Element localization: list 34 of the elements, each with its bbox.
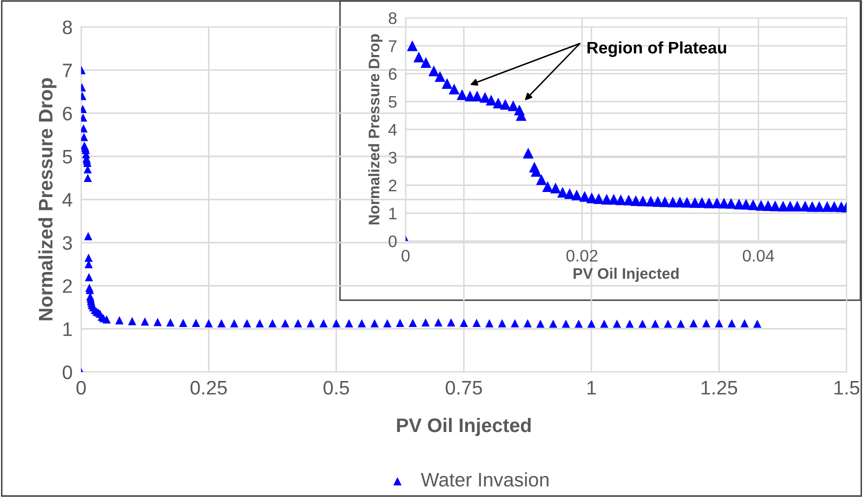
x-tick-label: 0 [402, 250, 410, 262]
y-tick-label: 1 [63, 322, 72, 336]
x-tick-label: 0 [76, 380, 86, 395]
y-tick-label: 3 [388, 152, 397, 164]
y-axis-title: Normalized Pressure Drop [368, 34, 382, 224]
x-axis-title: PV Oil Injected [397, 418, 531, 436]
y-tick-label: 7 [62, 64, 72, 78]
x-tick-label: 1.5 [834, 381, 860, 395]
y-tick-label: 7 [388, 40, 396, 52]
y-tick-label: 5 [62, 150, 72, 164]
x-tick-label: 1.25 [702, 380, 738, 395]
y-tick-label: 6 [388, 68, 397, 80]
y-tick-label: 6 [62, 106, 72, 120]
y-tick-label: 0 [62, 365, 72, 380]
legend-label: Water Invasion [420, 472, 548, 487]
y-tick-label: 4 [388, 124, 397, 136]
annotation: Region of Plateau [588, 41, 726, 57]
y-tick-label: 1 [389, 208, 396, 220]
y-tick-label: 4 [62, 193, 72, 207]
y-tick-label: 0 [388, 235, 397, 248]
x-tick-label: 0.5 [324, 380, 349, 395]
x-tick-label: 0.25 [190, 380, 227, 395]
x-tick-label: 0.02 [566, 250, 598, 262]
y-tick-label: 2 [62, 279, 72, 293]
x-tick-label: 0.04 [742, 250, 774, 262]
y-tick-label: 8 [62, 20, 72, 34]
y-tick-label: 8 [388, 12, 397, 24]
x-tick-label: 1 [588, 381, 596, 394]
y-tick-label: 2 [388, 180, 396, 192]
y-axis-title: Normalized Pressure Drop [38, 78, 56, 320]
y-tick-label: 3 [62, 236, 72, 250]
x-tick-label: 0.75 [446, 380, 482, 395]
y-tick-label: 5 [388, 96, 397, 108]
x-axis-title: PV Oil Injected [574, 268, 679, 282]
